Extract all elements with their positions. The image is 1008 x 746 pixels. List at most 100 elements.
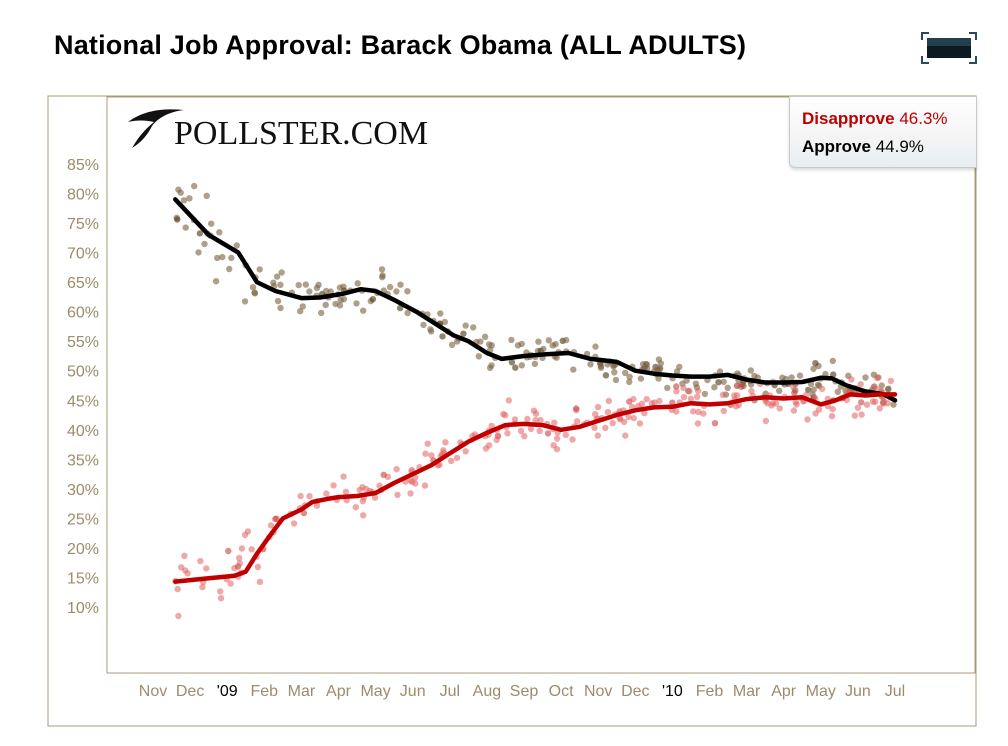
disapprove-poll-dot <box>290 520 298 527</box>
approve-poll-dot <box>622 369 629 376</box>
expand-icon[interactable] <box>921 32 977 64</box>
disapprove-poll-dot <box>622 432 629 439</box>
pollster-logo-icon: POLLSTER.COM <box>128 109 428 152</box>
disapprove-poll-dot <box>748 387 755 395</box>
disapprove-poll-dot <box>694 393 701 400</box>
approve-poll-dot <box>626 373 633 380</box>
disapprove-trend-line <box>173 392 898 584</box>
disapprove-poll-dot <box>641 410 648 417</box>
approve-poll-dot <box>327 288 334 295</box>
disapprove-poll-dot <box>371 494 379 501</box>
approve-poll-dot <box>182 224 189 231</box>
legend-disapprove: Disapprove 46.3% <box>802 109 948 129</box>
approve-poll-dot <box>486 364 494 372</box>
disapprove-poll-dot <box>700 410 707 417</box>
disapprove-poll-dot <box>553 446 561 453</box>
approve-poll-dot <box>241 298 249 305</box>
disapprove-poll-dot <box>643 396 650 403</box>
y-tick-label: 25% <box>67 511 99 528</box>
x-tick-label: May <box>806 683 836 700</box>
disapprove-poll-dot <box>673 383 680 390</box>
disapprove-poll-dot <box>690 408 697 415</box>
y-tick-label: 60% <box>67 305 99 322</box>
y-tick-label: 40% <box>67 423 99 440</box>
disapprove-poll-dot <box>236 560 243 567</box>
legend-disapprove-value: 46.3% <box>899 109 948 128</box>
approve-poll-dot <box>420 321 427 329</box>
disapprove-poll-dot <box>504 430 511 437</box>
disapprove-poll-dot <box>181 552 188 559</box>
x-tick-label: Feb <box>696 683 724 700</box>
disapprove-poll-dot <box>453 454 461 462</box>
disapprove-poll-dot <box>225 547 232 555</box>
disapprove-poll-dot <box>857 381 864 388</box>
approve-poll-dot <box>302 281 309 288</box>
approve-poll-dot <box>715 379 722 386</box>
disapprove-poll-dot <box>217 588 224 595</box>
approve-poll-dot <box>716 368 724 375</box>
disapprove-poll-dot <box>604 408 612 416</box>
disapprove-poll-dot <box>424 440 431 447</box>
approve-poll-dot <box>219 253 226 261</box>
approve-poll-dot <box>626 378 633 386</box>
approve-poll-dot <box>477 338 484 345</box>
disapprove-poll-dot <box>719 391 727 398</box>
x-tick-label: Dec <box>176 683 204 700</box>
disapprove-poll-dot <box>573 405 580 412</box>
approve-poll-dot <box>256 266 263 273</box>
approve-poll-dot <box>692 380 700 387</box>
approve-poll-dot <box>829 357 836 365</box>
x-tick-label: Nov <box>139 683 167 700</box>
page-title: National Job Approval: Barack Obama (ALL… <box>54 30 747 60</box>
disapprove-poll-dot <box>442 439 449 446</box>
approve-poll-dot <box>226 265 233 273</box>
approve-poll-dot <box>545 337 552 344</box>
legend-approve: Approve 44.9% <box>802 137 924 157</box>
approve-poll-dot <box>814 381 822 388</box>
disapprove-poll-dot <box>592 411 599 418</box>
approve-poll-dot <box>862 374 869 381</box>
disapprove-poll-dot <box>594 403 602 411</box>
disapprove-poll-dot <box>636 420 644 427</box>
y-tick-label: 65% <box>67 275 99 292</box>
disapprove-poll-dot <box>174 585 181 593</box>
approve-poll-dot <box>191 182 198 190</box>
disapprove-poll-dot <box>880 400 887 407</box>
approve-poll-dot <box>612 376 620 384</box>
disapprove-poll-dot <box>342 488 350 495</box>
approve-poll-dot <box>427 326 434 333</box>
disapprove-poll-dot <box>199 584 206 591</box>
disapprove-poll-dot <box>651 399 658 406</box>
approve-poll-dot <box>643 360 650 368</box>
disapprove-poll-dot <box>359 498 366 505</box>
approve-poll-dot <box>460 330 467 337</box>
approve-poll-dot <box>174 216 181 223</box>
x-tick-label: May <box>360 683 390 700</box>
approve-poll-dot <box>441 318 448 326</box>
approve-poll-dot <box>508 336 515 344</box>
disapprove-poll-dot <box>594 432 601 439</box>
x-tick-label: Feb <box>251 683 279 700</box>
approve-poll-dot <box>518 340 525 348</box>
pollster-logo: POLLSTER.COM <box>124 104 434 152</box>
disapprove-poll-dot <box>393 466 400 473</box>
disapprove-poll-dot <box>630 395 637 403</box>
disapprove-poll-dot <box>804 416 811 423</box>
approve-poll-dot <box>353 300 360 307</box>
disapprove-poll-dot <box>521 433 528 440</box>
disapprove-poll-dot <box>591 424 598 431</box>
disapprove-poll-dot <box>493 436 500 444</box>
approve-poll-dot <box>587 361 594 368</box>
approve-poll-dot <box>553 354 560 361</box>
disapprove-poll-dot <box>887 377 895 385</box>
disapprove-poll-dot <box>254 563 262 571</box>
disapprove-poll-dot <box>297 492 304 500</box>
disapprove-poll-dot <box>360 512 367 519</box>
approve-poll-dot <box>177 189 184 196</box>
approve-poll-dot <box>251 290 259 297</box>
approve-poll-dot <box>531 360 539 368</box>
approve-poll-dot <box>481 333 489 340</box>
disapprove-poll-dot <box>829 405 836 413</box>
disapprove-poll-dot <box>412 480 419 487</box>
